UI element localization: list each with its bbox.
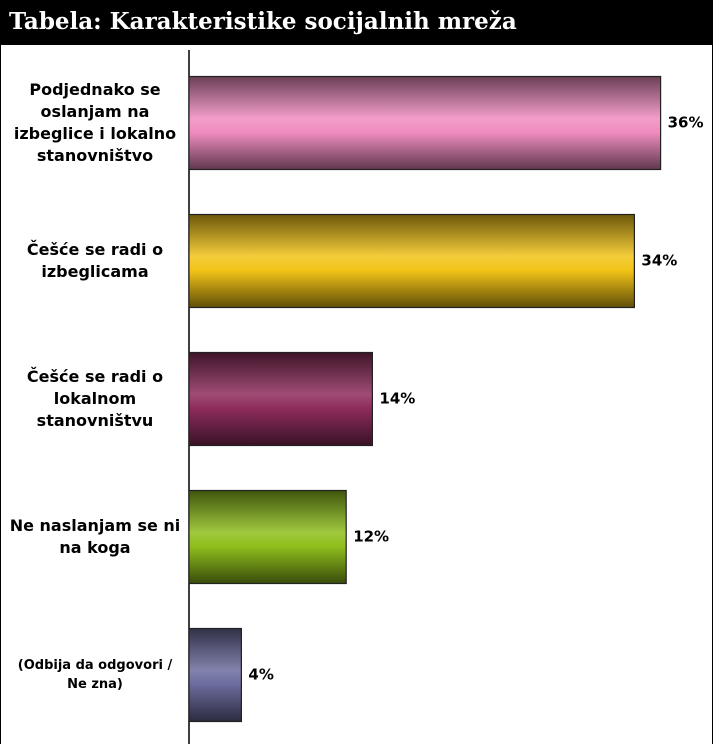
category-label: Ne naslanjam se ni na koga [9,516,181,557]
bar [188,75,662,171]
value-label: 14% [379,390,415,408]
value-label: 34% [641,252,677,270]
chart-title: Tabela: Karakteristike socijalnih mreža [9,8,517,35]
value-label: 36% [668,114,704,132]
bar [188,627,243,723]
category-label: Češće se radi o izbeglicama [26,240,164,281]
bar [188,489,347,585]
category-label: Češće se radi o lokalnom stanovništvu [26,367,164,430]
value-label: 12% [353,528,389,546]
bar [188,213,635,309]
category-label: (Odbija da odgovori / Ne zna) [17,658,173,692]
bar [188,351,373,447]
category-label: Podjednako se oslanjam na izbeglice i lo… [13,80,177,165]
value-label: 4% [248,666,273,684]
title-bar: Tabela: Karakteristike socijalnih mreža [1,0,712,45]
